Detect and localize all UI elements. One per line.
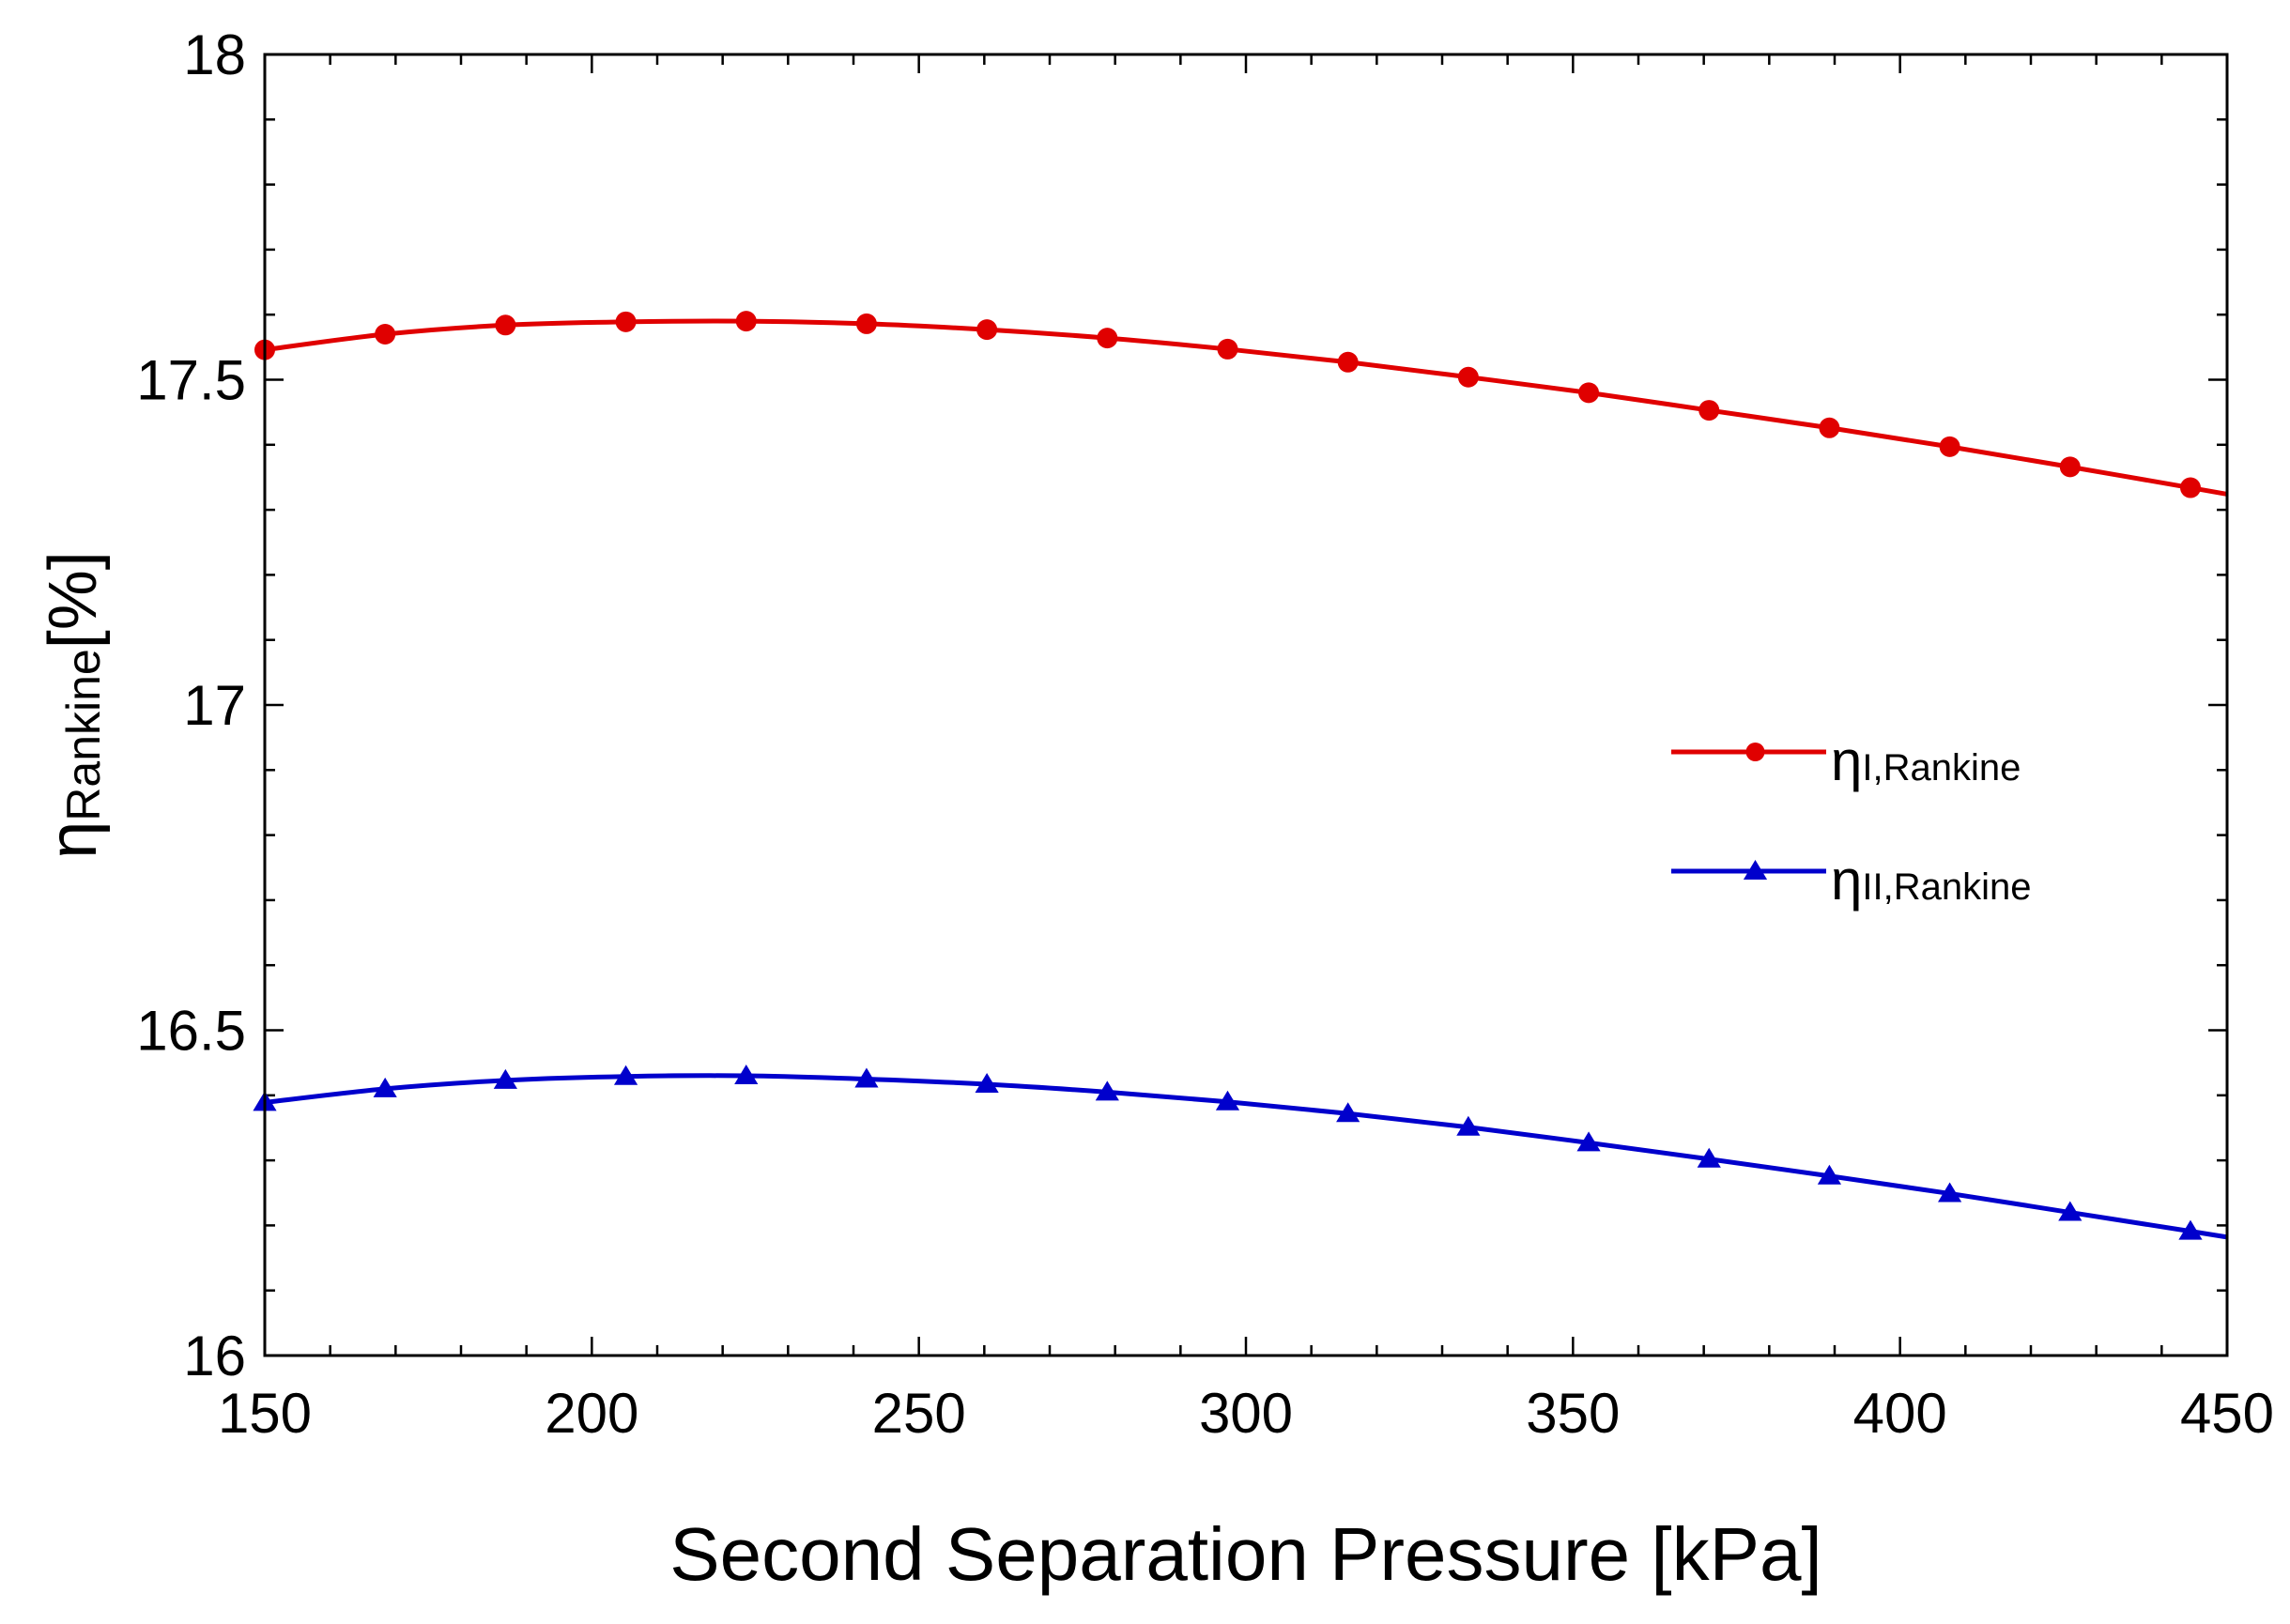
data-point-triangle [1336, 1102, 1360, 1123]
data-point-circle [1939, 436, 1960, 457]
data-point-circle [1337, 351, 1359, 373]
legend-label-series-2: ηII,Rankine [1831, 849, 2031, 912]
y-tick-label: 16.5 [136, 1000, 246, 1063]
data-point-circle [615, 311, 637, 332]
data-point-triangle [2178, 1219, 2203, 1240]
data-point-triangle [1697, 1147, 1721, 1168]
data-point-triangle [1095, 1080, 1119, 1101]
legend-label-series-1: ηI,Rankine [1831, 729, 2021, 792]
y-tick-labels: 16 16.5 17 17.5 18 [136, 23, 246, 1387]
data-point-triangle [1938, 1182, 1962, 1203]
data-point-circle [1819, 417, 1840, 438]
data-point-circle [495, 314, 516, 336]
y-tick-label: 18 [183, 23, 246, 86]
y-axis-unit: [%] [36, 551, 111, 649]
data-point-triangle [1215, 1090, 1240, 1111]
data-point-triangle [854, 1067, 879, 1088]
data-point-triangle [373, 1077, 397, 1097]
series-markers [253, 311, 2203, 1240]
data-point-circle [855, 313, 877, 334]
data-point-triangle [975, 1073, 999, 1094]
data-point-circle [2059, 456, 2081, 478]
plot-frame [263, 53, 2229, 1357]
data-point-circle [1578, 382, 1600, 404]
data-point-circle [1698, 400, 1720, 421]
x-tick-label: 150 [218, 1382, 312, 1445]
x-tick-label: 250 [872, 1382, 966, 1445]
legend-marker-triangle [1743, 860, 1768, 880]
data-point-triangle [1817, 1164, 1842, 1185]
major-ticks [263, 53, 2229, 1357]
y-tick-label: 17.5 [136, 349, 246, 412]
legend-item-series-2: ηII,Rankine [1671, 849, 2031, 912]
x-axis-title: Second Separation Pressure [kPa] [669, 1512, 1821, 1596]
data-point-circle [375, 323, 396, 345]
y-axis-title: ηRankine[%] [36, 551, 111, 859]
data-point-circle [2179, 477, 2201, 498]
x-tick-label: 350 [1526, 1382, 1620, 1445]
series-line-2 [264, 1073, 2228, 1240]
x-tick-label: 400 [1853, 1382, 1947, 1445]
data-point-circle [735, 311, 757, 332]
minor-ticks [265, 54, 2227, 1356]
x-tick-labels: 150 200 250 300 350 400 450 [218, 1382, 2274, 1445]
legend: ηI,Rankine ηII,Rankine [1671, 729, 2031, 912]
data-point-triangle [734, 1065, 759, 1085]
legend-marker-circle [1745, 743, 1765, 761]
x-tick-label: 300 [1199, 1382, 1293, 1445]
x-tick-label: 200 [545, 1382, 638, 1445]
data-point-triangle [1576, 1131, 1601, 1152]
data-point-triangle [2058, 1201, 2083, 1221]
legend-item-series-1: ηI,Rankine [1671, 729, 2021, 792]
data-point-triangle [1456, 1115, 1481, 1136]
data-point-triangle [613, 1065, 638, 1085]
x-tick-label: 450 [2180, 1382, 2274, 1445]
data-point-circle [976, 319, 998, 341]
data-point-circle [1457, 366, 1479, 388]
y-axis-subscript: Rankine [57, 649, 110, 820]
series-line-1 [264, 318, 2228, 497]
y-axis-symbol: η [36, 821, 111, 859]
data-point-circle [1217, 338, 1238, 360]
data-point-triangle [493, 1068, 517, 1089]
y-tick-label: 17 [183, 674, 246, 737]
data-point-circle [1097, 328, 1118, 349]
y-tick-label: 16 [183, 1325, 246, 1387]
